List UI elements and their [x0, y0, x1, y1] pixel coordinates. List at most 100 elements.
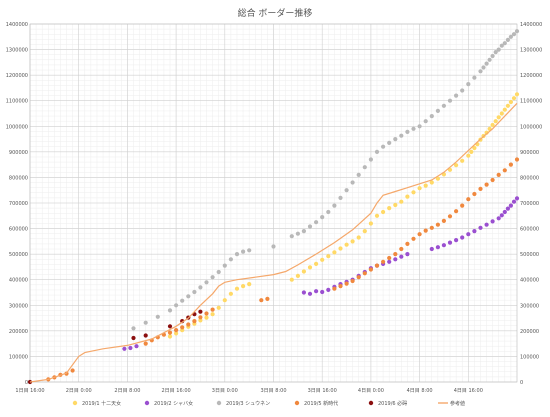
data-point — [198, 315, 203, 320]
data-point — [405, 194, 410, 199]
data-point — [399, 254, 404, 259]
data-point — [484, 222, 489, 227]
data-point — [368, 221, 373, 226]
legend-label: 2019/3 シュウネン — [226, 400, 270, 407]
y-tick-label-left: 1100000 — [6, 99, 28, 105]
data-point — [320, 257, 325, 262]
legend: 2019/1 十二天女 2019/2 シャバ女 2019/3 シュウネン 2019/5… — [72, 400, 465, 407]
data-point — [314, 220, 319, 225]
data-point — [454, 209, 459, 214]
data-point — [350, 278, 355, 284]
legend-marker-dot — [144, 400, 150, 406]
data-point — [472, 75, 477, 80]
data-point — [514, 29, 520, 34]
data-point — [241, 249, 246, 254]
data-point — [289, 234, 294, 239]
y-tick-label-left: 100000 — [9, 354, 28, 360]
y-tick-label-left: 700000 — [9, 201, 28, 207]
y-tick-label-right: 900000 — [520, 150, 539, 156]
data-point — [143, 320, 148, 325]
data-point — [387, 255, 392, 261]
legend-label: 参考値 — [450, 400, 465, 407]
x-tick-label: 3日目 0:00 — [212, 388, 238, 394]
data-point — [198, 309, 203, 314]
y-tick-label-left: 400000 — [9, 278, 28, 284]
data-point — [332, 286, 337, 291]
data-point — [429, 246, 434, 252]
data-point — [198, 318, 203, 323]
series-line — [29, 102, 518, 383]
data-point — [514, 157, 520, 162]
data-point — [399, 199, 404, 204]
data-point — [314, 289, 319, 294]
series-0 — [167, 92, 520, 339]
y-tick-label-left: 600000 — [9, 227, 28, 233]
data-point — [441, 103, 446, 108]
data-point — [155, 314, 160, 319]
data-point — [307, 291, 313, 296]
data-point — [271, 244, 276, 249]
data-point — [174, 328, 179, 333]
data-point — [502, 209, 507, 215]
data-point — [429, 225, 434, 230]
y-tick-label-left: 0 — [25, 380, 28, 386]
x-tick-label: 2日目 16:00 — [162, 388, 191, 394]
data-point — [344, 242, 349, 247]
data-point — [128, 345, 133, 351]
data-point — [131, 326, 136, 331]
x-axis: 1日目 16:00 2日目 0:00 2日目 8:00 2日目 16:00 3日目 0:… — [15, 388, 482, 394]
series-layer — [27, 29, 520, 385]
data-point — [210, 312, 215, 317]
data-point — [192, 289, 197, 295]
data-point — [320, 289, 325, 295]
y-tick-label-left: 1000000 — [6, 124, 28, 130]
data-point — [454, 93, 459, 98]
data-point — [295, 231, 300, 236]
y-tick-label-left: 1200000 — [6, 73, 28, 79]
data-point — [417, 186, 422, 191]
y-tick-label-left: 200000 — [9, 329, 28, 335]
y-tick-label-right: 1300000 — [520, 48, 542, 54]
data-point — [387, 259, 392, 264]
data-point — [222, 263, 227, 268]
data-point — [387, 140, 392, 145]
series-2 — [131, 29, 520, 331]
data-point — [499, 213, 504, 218]
data-point — [511, 96, 517, 101]
y-tick-label-left: 500000 — [9, 252, 28, 258]
data-point — [405, 241, 410, 246]
legend-marker-dot — [368, 400, 374, 406]
data-point — [429, 114, 434, 119]
data-point — [356, 172, 361, 177]
x-tick-label: 1日目 16:00 — [15, 388, 44, 394]
legend-marker-dot — [72, 400, 78, 406]
data-point — [241, 284, 246, 289]
data-point — [505, 103, 510, 108]
data-point — [204, 280, 209, 285]
x-tick-label: 2日目 0:00 — [66, 388, 92, 394]
data-point — [344, 188, 349, 193]
data-point — [387, 206, 392, 211]
data-point — [326, 287, 331, 292]
data-point — [210, 307, 215, 312]
data-point — [338, 195, 343, 200]
data-point — [374, 263, 380, 268]
data-point — [174, 331, 179, 336]
data-point — [466, 197, 471, 202]
data-point — [441, 243, 446, 248]
data-point — [460, 88, 465, 93]
plot-frame — [29, 23, 518, 383]
data-point — [466, 82, 471, 87]
data-point — [423, 119, 428, 124]
data-point — [423, 228, 428, 233]
data-point — [435, 108, 440, 113]
data-point — [505, 37, 510, 43]
legend-label: 2019/5 新時代 — [304, 400, 338, 407]
y-tick-label-right: 1100000 — [520, 99, 542, 105]
data-point — [466, 232, 471, 237]
data-point — [469, 149, 474, 154]
data-point — [435, 176, 440, 181]
data-point — [350, 239, 355, 244]
